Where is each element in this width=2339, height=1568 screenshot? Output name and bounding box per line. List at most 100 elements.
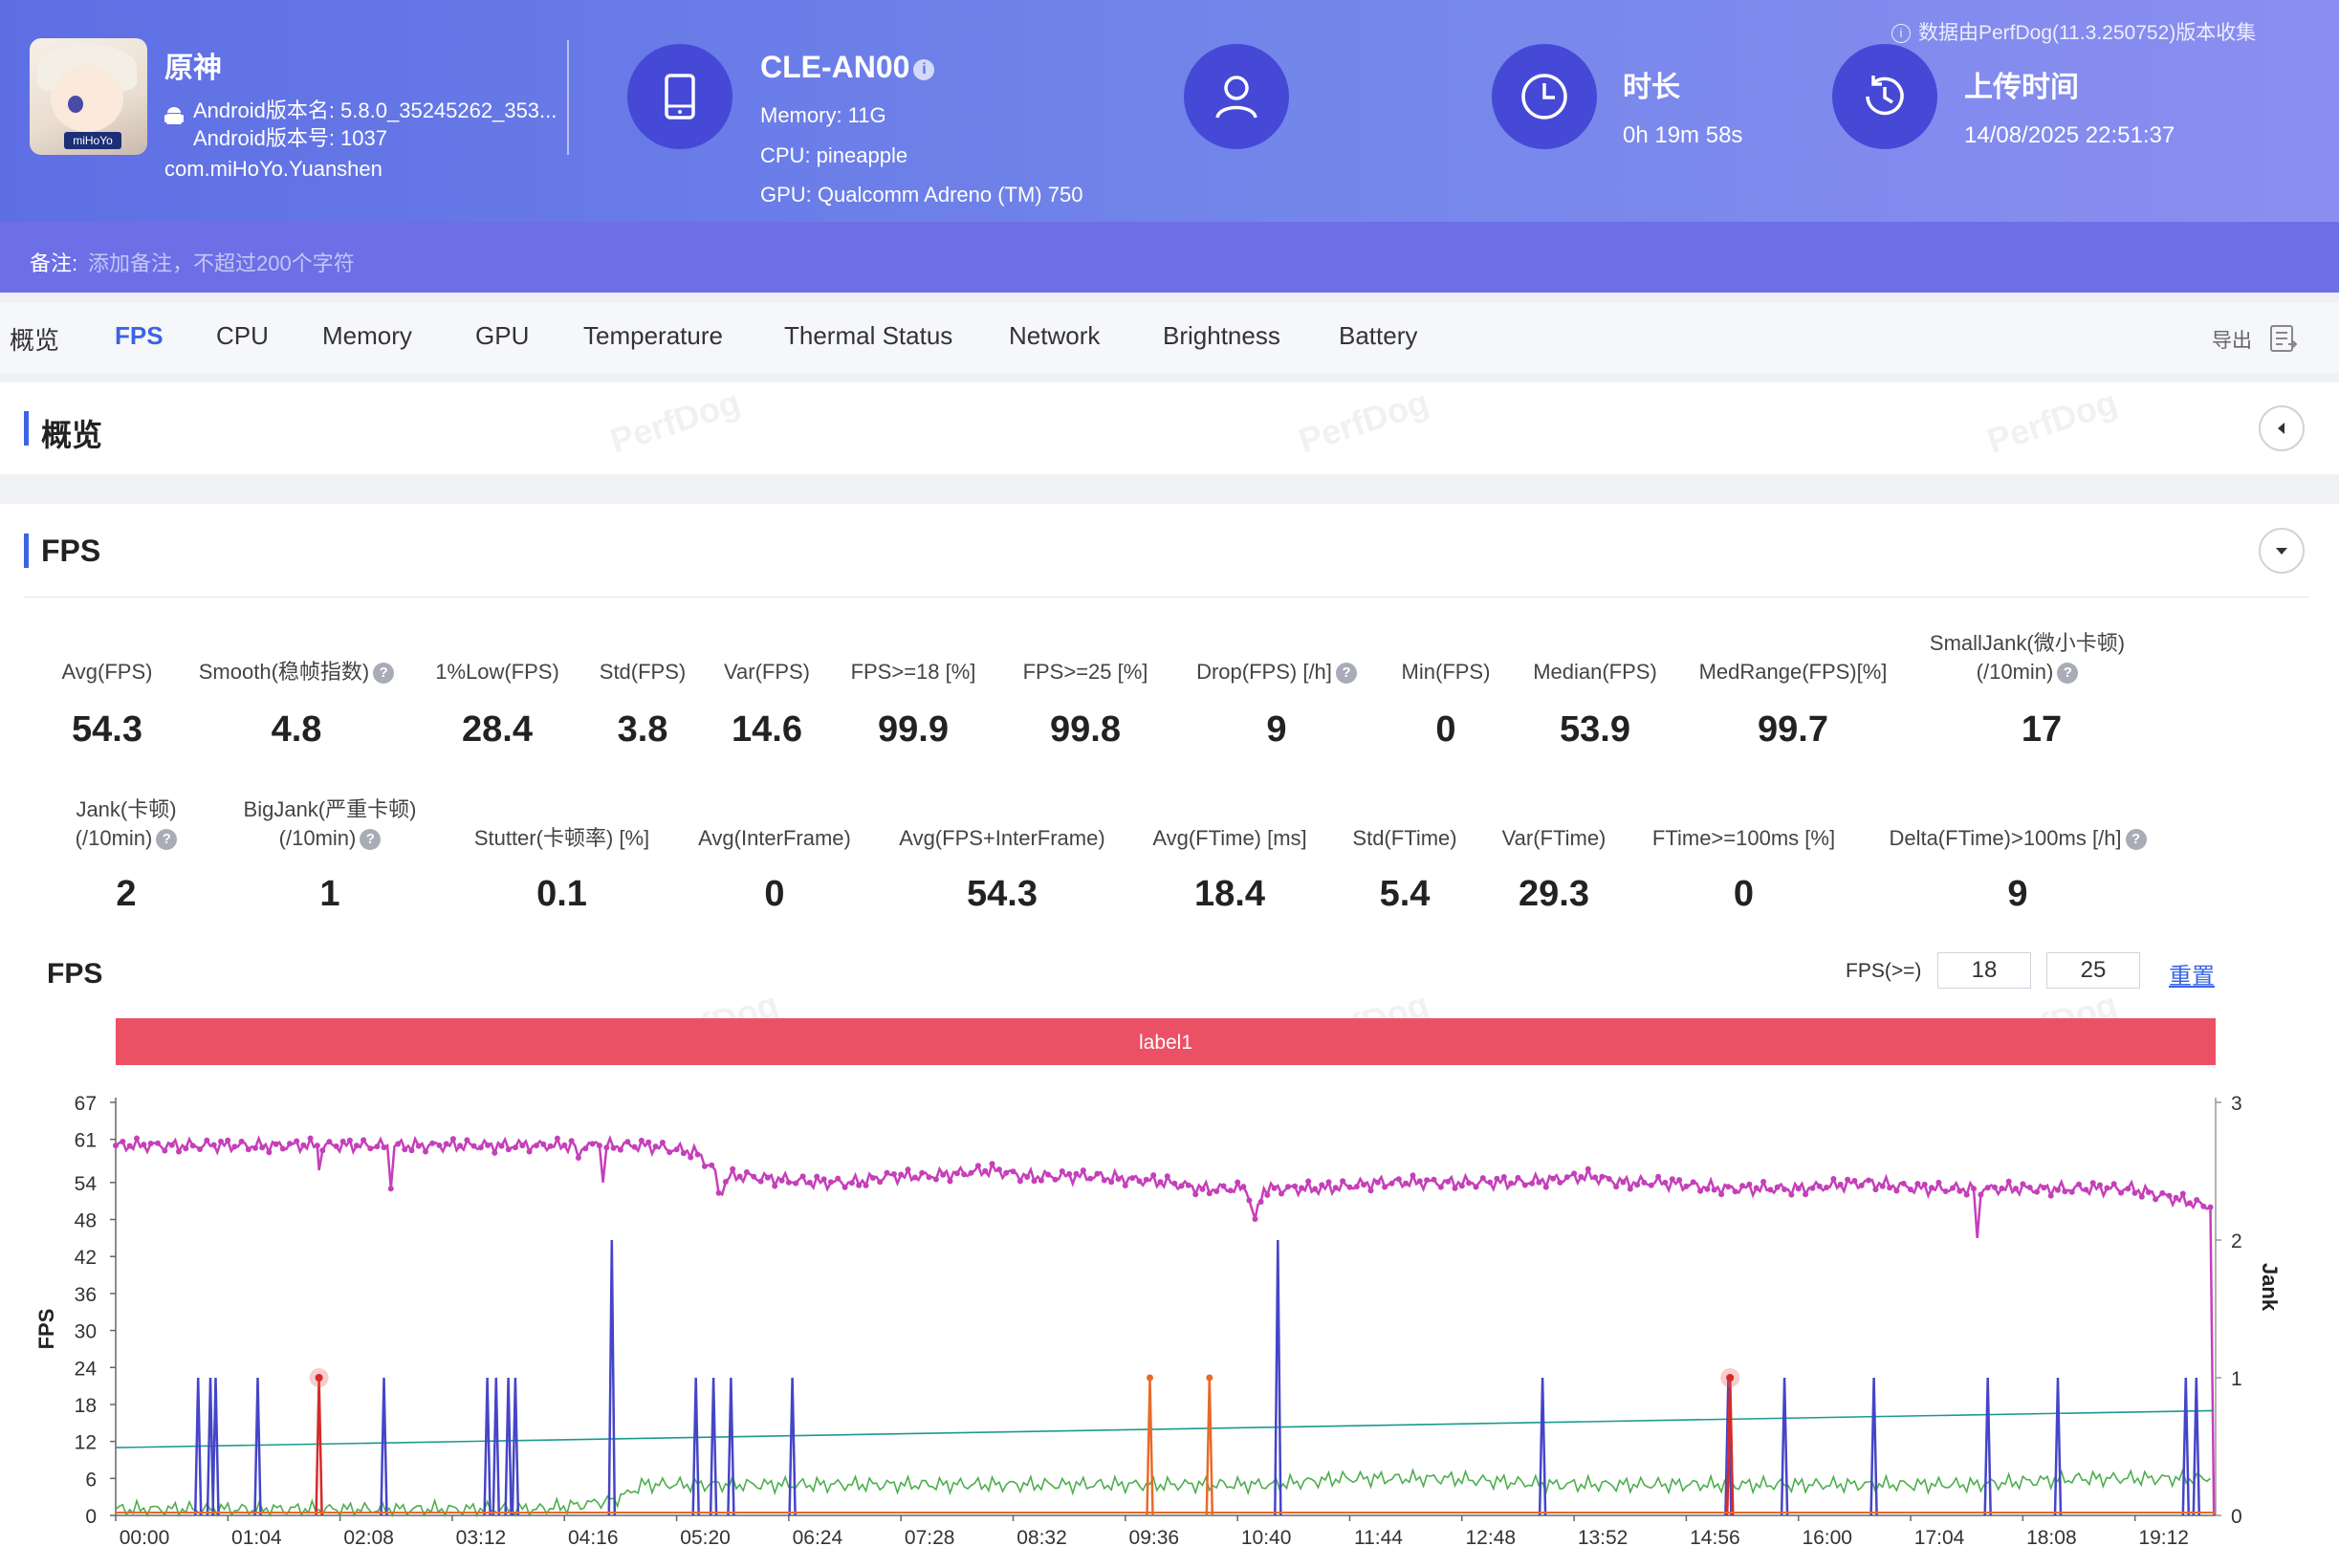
collapse-fps-button[interactable] <box>2259 528 2305 574</box>
fps-point <box>498 1143 505 1149</box>
fps-point <box>1367 1187 1374 1194</box>
help-icon[interactable]: ? <box>2125 829 2147 851</box>
fps-point <box>2097 1182 2103 1188</box>
fps-point <box>806 1179 813 1186</box>
fps-point <box>1382 1184 1388 1190</box>
fps-point <box>659 1140 666 1145</box>
fps-point <box>279 1145 286 1152</box>
fps-point <box>423 1148 428 1155</box>
metric-label: FPS>=18 [%] <box>850 660 976 684</box>
fps-point <box>1508 1180 1515 1187</box>
threshold-label: FPS(>=) <box>1846 960 1922 982</box>
fps-point <box>1164 1173 1170 1180</box>
export-icon[interactable] <box>2269 323 2298 354</box>
fps-point <box>2089 1180 2096 1187</box>
history-icon <box>1832 44 1937 149</box>
fps-point <box>395 1141 402 1147</box>
fps-point <box>381 1144 387 1151</box>
fps-point <box>863 1182 869 1188</box>
y-tick-label: 48 <box>75 1210 97 1232</box>
metric-value: 14.6 <box>732 709 802 750</box>
fps-point <box>1101 1177 1107 1184</box>
note-input[interactable]: 添加备注，不超过200个字符 <box>88 251 355 275</box>
fps-point <box>554 1135 560 1142</box>
tab-overview[interactable]: 概览 <box>10 326 60 355</box>
fps-point <box>1921 1181 1928 1187</box>
fps-point <box>1879 1183 1886 1189</box>
device-info-icon[interactable]: i <box>913 58 935 80</box>
fps-point <box>1031 1178 1038 1185</box>
fps-point <box>387 1186 394 1192</box>
fps-point <box>932 1176 939 1183</box>
fps-point <box>1950 1185 1956 1191</box>
fps-point <box>989 1161 995 1167</box>
help-icon[interactable]: ? <box>360 829 382 851</box>
tab-gpu[interactable]: GPU <box>475 321 530 350</box>
fps-point <box>2173 1194 2179 1201</box>
jank-spike <box>253 1377 262 1516</box>
y-tick-label: 6 <box>85 1469 97 1491</box>
fps-point <box>1914 1181 1921 1187</box>
fps-point <box>1893 1187 1900 1194</box>
fps-point <box>1466 1180 1473 1187</box>
fps-point <box>1550 1175 1557 1182</box>
fps-point <box>799 1173 806 1180</box>
help-icon[interactable]: ? <box>373 663 395 685</box>
metric-label: Var(FTime) <box>1501 826 1607 850</box>
fps-point <box>743 1169 750 1175</box>
fps-point <box>1809 1185 1816 1191</box>
fps-point <box>1479 1175 1486 1182</box>
jank-marker <box>1206 1374 1213 1382</box>
version-code: Android版本号: 1037 <box>193 126 387 150</box>
fps-point <box>568 1138 575 1144</box>
app-icon-text: miHoYo <box>64 132 121 149</box>
reset-button[interactable]: 重置 <box>2169 964 2215 990</box>
metric-value: 3.8 <box>617 709 668 750</box>
fps-point <box>2131 1189 2138 1196</box>
help-icon[interactable]: ? <box>1335 663 1357 685</box>
y-tick-label: 42 <box>75 1247 97 1269</box>
help-icon[interactable]: ? <box>2057 663 2079 685</box>
tab-cpu[interactable]: CPU <box>216 321 269 350</box>
fps-point <box>1353 1184 1360 1190</box>
help-icon[interactable]: ? <box>156 829 178 851</box>
fps-point <box>1571 1170 1578 1177</box>
fps-point <box>1240 1184 1247 1190</box>
label-band[interactable] <box>116 1018 2216 1065</box>
fps-point <box>1115 1176 1122 1183</box>
jank-spike <box>211 1377 220 1516</box>
tab-fps[interactable]: FPS <box>115 321 164 350</box>
fps-point <box>1487 1179 1494 1186</box>
fps-point <box>835 1175 842 1182</box>
overview-title-bar <box>24 411 29 446</box>
export-button[interactable]: 导出 <box>2212 330 2252 352</box>
fps-point <box>1473 1184 1479 1190</box>
fps-point <box>168 1142 175 1148</box>
series-line <box>115 1467 2212 1518</box>
fps-point <box>2034 1188 2040 1195</box>
fps-point <box>1445 1178 1452 1185</box>
threshold-input-2[interactable]: 25 <box>2046 952 2140 989</box>
y-tick-label: 0 <box>85 1506 97 1528</box>
tab-temperature[interactable]: Temperature <box>583 321 723 350</box>
metric-label: Stutter(卡顿率) [%] <box>473 826 650 850</box>
tab-network[interactable]: Network <box>1009 321 1101 350</box>
fps-point <box>1361 1182 1367 1188</box>
collapse-overview-button[interactable] <box>2259 405 2305 451</box>
tab-brightness[interactable]: Brightness <box>1163 321 1280 350</box>
fps-point <box>1122 1183 1128 1188</box>
tab-memory[interactable]: Memory <box>322 321 412 350</box>
fps-point <box>155 1140 161 1146</box>
fps-point <box>1500 1174 1507 1180</box>
fps-point <box>1634 1182 1641 1188</box>
jank-spike <box>193 1377 203 1516</box>
tab-battery[interactable]: Battery <box>1339 321 1418 350</box>
tab-thermal-status[interactable]: Thermal Status <box>784 321 953 350</box>
threshold-input-1[interactable]: 18 <box>1937 952 2031 989</box>
fps-point <box>1494 1175 1500 1182</box>
fps-point <box>1788 1191 1795 1198</box>
fps-point <box>1984 1185 1991 1191</box>
fps-point <box>333 1143 339 1149</box>
fps-point <box>2194 1197 2200 1203</box>
